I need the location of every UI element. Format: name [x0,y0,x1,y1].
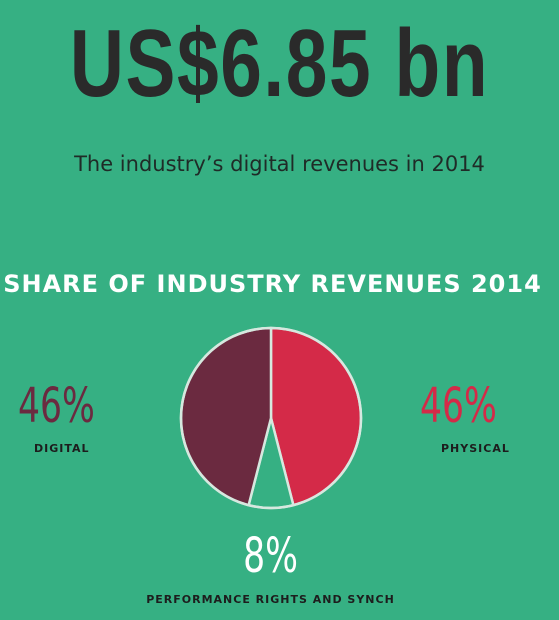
pct-label-physical: 46% [420,378,497,434]
pct-label-digital: 46% [18,378,95,434]
category-label-physical: PHYSICAL [441,442,510,455]
chart-title: SHARE OF INDUSTRY REVENUES 2014 [3,270,542,298]
headline-caption: The industry’s digital revenues in 2014 [74,152,485,176]
headline-value: US$6.85 bn [69,10,490,117]
pie-outline [179,326,363,510]
category-label-digital: DIGITAL [34,442,90,455]
category-label-performance-rights: PERFORMANCE RIGHTS AND SYNCH [146,593,395,606]
pct-label-performance-rights: 8% [243,528,298,584]
pie-chart [179,326,363,510]
